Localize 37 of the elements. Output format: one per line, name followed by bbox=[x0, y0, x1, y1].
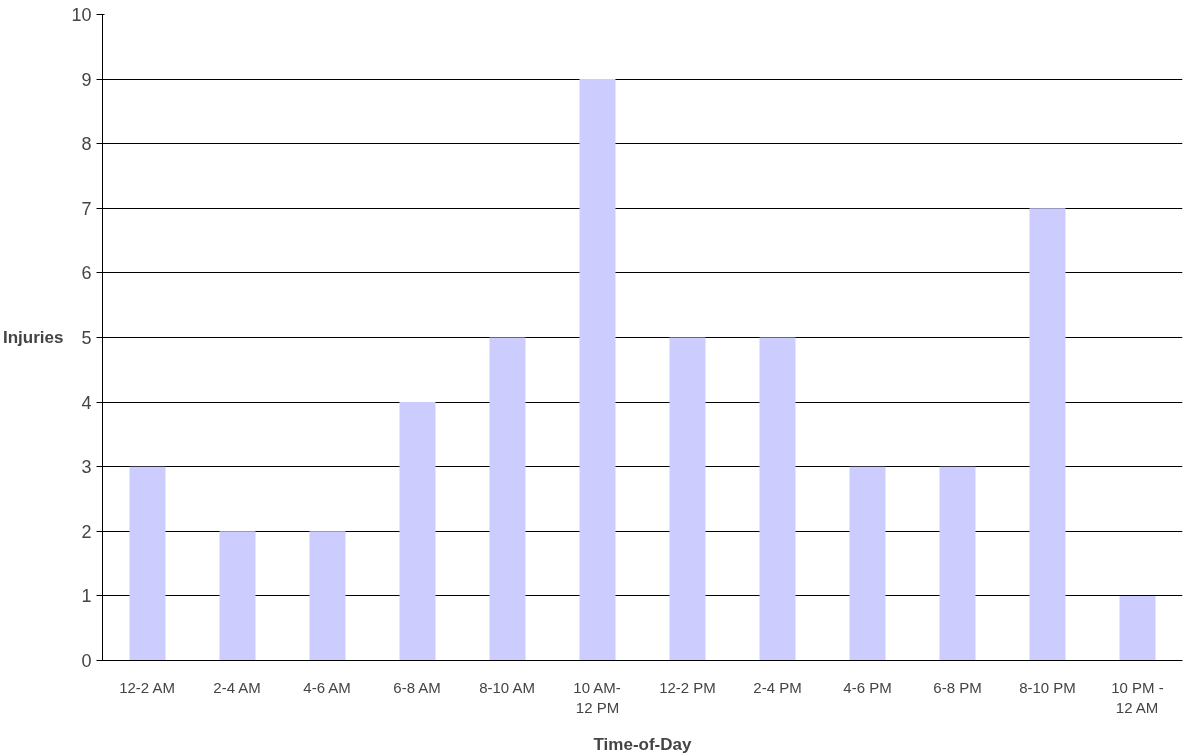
x-tick-label: 4-6 AM bbox=[303, 678, 351, 696]
x-tick-label: 6-8 PM bbox=[933, 678, 982, 696]
bar bbox=[579, 79, 616, 661]
y-tick-label: 7 bbox=[81, 198, 92, 219]
y-tick-label: 2 bbox=[81, 521, 92, 542]
bar bbox=[489, 337, 526, 661]
bar bbox=[1119, 595, 1156, 661]
y-tick-label: 6 bbox=[81, 263, 92, 284]
x-tick-label: 12-2 AM bbox=[119, 678, 176, 696]
x-tick-label: 8-10 PM bbox=[1019, 678, 1076, 696]
x-tick-label: 6-8 AM bbox=[393, 678, 441, 696]
y-tick-label: 10 bbox=[71, 5, 92, 25]
y-tick-label: 0 bbox=[81, 651, 92, 671]
x-tick-label: 8-10 AM bbox=[479, 678, 536, 696]
y-tick-label: 3 bbox=[81, 457, 92, 478]
bar bbox=[849, 466, 886, 661]
x-tick-label: 2-4 AM bbox=[213, 678, 261, 696]
bar bbox=[399, 402, 436, 661]
x-tick-label: 10 AM- 12 PM bbox=[573, 678, 621, 716]
bar bbox=[129, 466, 166, 661]
y-axis-title: Injuries bbox=[3, 328, 64, 347]
x-tick-label: 2-4 PM bbox=[753, 678, 802, 696]
bar bbox=[939, 466, 976, 661]
bar bbox=[669, 337, 706, 661]
y-tick-label: 1 bbox=[81, 586, 92, 607]
y-tick-label: 8 bbox=[81, 134, 92, 155]
bar bbox=[759, 337, 796, 661]
y-tick-label: 5 bbox=[81, 328, 92, 348]
x-axis-title: Time-of-Day bbox=[593, 734, 693, 754]
y-tick-label: 4 bbox=[81, 392, 92, 413]
x-tick-label: 10 PM - 12 AM bbox=[1111, 678, 1164, 716]
bar bbox=[309, 531, 346, 661]
bar bbox=[219, 531, 256, 661]
x-tick-label: 12-2 PM bbox=[659, 678, 716, 696]
x-tick-label: 4-6 PM bbox=[843, 678, 892, 696]
y-tick-label: 9 bbox=[81, 69, 92, 90]
bar bbox=[1029, 208, 1066, 661]
